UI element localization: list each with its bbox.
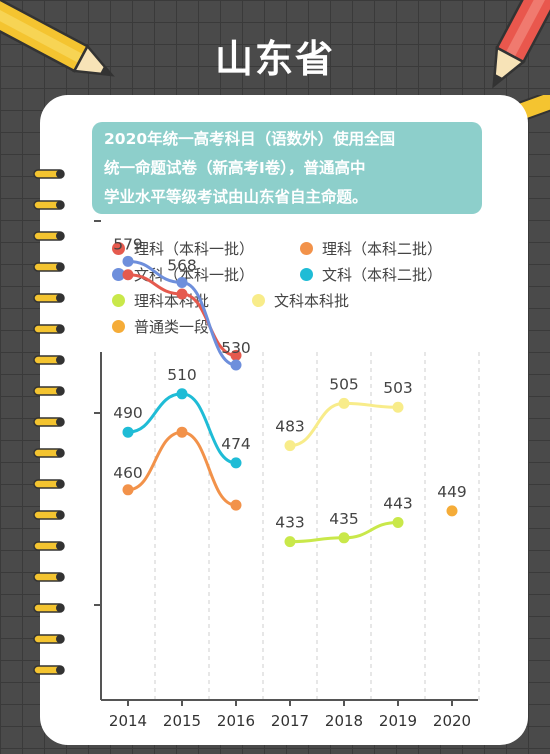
data-point <box>122 255 134 267</box>
x-tick-label: 2014 <box>109 712 147 730</box>
data-point <box>122 484 134 496</box>
legend-dot <box>112 320 125 333</box>
legend-item: 理科（本科二批） <box>300 238 442 259</box>
legend-dot <box>112 242 125 255</box>
banner-line: 2020年统一高考科目（语数外）使用全国 <box>104 130 396 148</box>
ring-hole <box>56 542 64 550</box>
x-tick-label: 2016 <box>217 712 255 730</box>
ring-hole <box>56 201 64 209</box>
data-point <box>230 359 242 371</box>
data-label: 460 <box>113 464 143 482</box>
data-point <box>446 505 458 517</box>
data-label: 510 <box>167 366 197 384</box>
ring-hole <box>56 356 64 364</box>
legend-dot <box>300 268 313 281</box>
data-point <box>176 388 188 400</box>
ring-hole <box>56 294 64 302</box>
spiral-rings <box>33 169 65 675</box>
ring-hole <box>56 170 64 178</box>
legend-dot <box>300 242 313 255</box>
ring-hole <box>56 573 64 581</box>
legend-item: 普通类一段 <box>112 316 209 337</box>
banner-line: 统一命题试卷（新高考Ⅰ卷），普通高中 <box>104 159 366 177</box>
ring-hole <box>56 325 64 333</box>
data-point <box>176 288 188 300</box>
ring-hole <box>56 418 64 426</box>
data-label: 483 <box>275 418 305 436</box>
legend-dot <box>112 294 125 307</box>
ring-hole <box>56 449 64 457</box>
data-point <box>284 536 296 548</box>
page-title: 山东省 <box>214 37 335 81</box>
legend-item: 理科（本科一批） <box>112 238 254 259</box>
data-label: 579 <box>113 235 143 253</box>
data-point <box>122 426 134 438</box>
ring-hole <box>56 387 64 395</box>
x-tick-label: 2018 <box>325 712 363 730</box>
data-point <box>338 532 350 544</box>
data-label: 443 <box>383 494 413 512</box>
data-point <box>284 440 296 452</box>
data-label: 505 <box>329 375 359 393</box>
ring-hole <box>56 604 64 612</box>
pencil-left-icon <box>0 0 115 77</box>
data-label: 568 <box>167 256 197 274</box>
data-point <box>176 426 188 438</box>
pencil-right-icon <box>492 0 550 89</box>
data-label: 433 <box>275 514 305 532</box>
data-point <box>122 269 134 281</box>
data-point <box>230 349 242 361</box>
data-label: 449 <box>437 483 467 501</box>
legend-dot <box>252 294 265 307</box>
ring-hole <box>56 635 64 643</box>
series-line <box>127 430 237 507</box>
data-point <box>392 516 404 528</box>
info-banner: 2020年统一高考科目（语数外）使用全国 统一命题试卷（新高考Ⅰ卷），普通高中 … <box>92 122 482 214</box>
ring-hole <box>56 480 64 488</box>
ring-hole <box>56 511 64 519</box>
ring-hole <box>56 263 64 271</box>
data-point <box>338 397 350 409</box>
banner-line: 学业水平等级考试由山东省自主命题。 <box>104 188 368 206</box>
x-tick-label: 2017 <box>271 712 309 730</box>
data-point <box>392 401 404 413</box>
data-point <box>230 457 242 469</box>
data-label: 490 <box>113 404 143 422</box>
legend-item: 文科本科批 <box>252 290 349 311</box>
data-label: 435 <box>329 510 359 528</box>
data-label: 503 <box>383 379 413 397</box>
legend-item: 文科（本科二批） <box>300 264 442 285</box>
data-label: 474 <box>221 435 251 453</box>
x-tick-label: 2020 <box>433 712 471 730</box>
data-label: 530 <box>221 339 251 357</box>
data-point <box>230 499 242 511</box>
ring-hole <box>56 232 64 240</box>
series-line <box>289 401 399 448</box>
legend-dot <box>112 268 125 281</box>
x-tick-label: 2019 <box>379 712 417 730</box>
data-point <box>176 276 188 288</box>
ring-hole <box>56 666 64 674</box>
x-tick-label: 2015 <box>163 712 201 730</box>
